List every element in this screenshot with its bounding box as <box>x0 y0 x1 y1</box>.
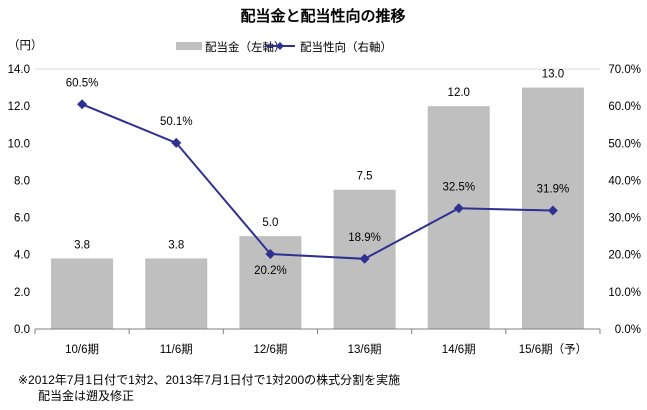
payout-ratio-line <box>81 103 553 260</box>
line-data-label: 32.5% <box>442 181 475 193</box>
chart-title: 配当金と配当性向の推移 <box>240 7 405 25</box>
footnote-1: ※2012年7月1日付で1対2、2013年7月1日付で1対200の株式分割を実施 <box>18 372 400 387</box>
line-data-label: 31.9% <box>537 184 570 196</box>
line-data-label: 18.9% <box>348 232 381 244</box>
x-tick-label: 10/6期 <box>65 343 99 356</box>
legend-line-marker <box>276 42 284 50</box>
x-tick-label: 15/6期（予） <box>519 343 587 356</box>
legend-bar-swatch <box>176 42 202 50</box>
right-tick-label: 10.0% <box>608 287 641 299</box>
left-tick-label: 10.0 <box>8 138 30 150</box>
x-tick-label: 14/6期 <box>442 343 476 356</box>
left-tick-label: 8.0 <box>14 175 30 187</box>
bar <box>51 258 114 329</box>
bar-data-label: 3.8 <box>168 239 184 251</box>
line-marker <box>77 99 88 110</box>
left-tick-label: 0.0 <box>14 324 30 336</box>
x-tick-label: 11/6期 <box>160 343 193 356</box>
legend-bar-label: 配当金（左軸） <box>205 40 286 54</box>
line-marker <box>547 205 558 216</box>
left-tick-label: 14.0 <box>8 64 30 76</box>
right-tick-label: 70.0% <box>608 64 641 76</box>
bar-data-label: 13.0 <box>542 69 564 81</box>
x-tick-label: 13/6期 <box>348 343 382 356</box>
legend: 配当金（左軸） 配当性向（右軸） <box>176 40 392 54</box>
left-tick-label: 4.0 <box>14 250 30 262</box>
legend-line-label: 配当性向（右軸） <box>300 40 392 54</box>
line-data-label: 50.1% <box>160 116 193 128</box>
right-tick-label: 60.0% <box>608 101 641 113</box>
bar-data-label: 3.8 <box>74 239 90 251</box>
left-tick-label: 2.0 <box>14 287 30 299</box>
left-tick-label: 6.0 <box>14 213 30 225</box>
left-tick-label: 12.0 <box>8 101 30 113</box>
x-tick-label: 12/6期 <box>253 343 287 356</box>
right-tick-label: 30.0% <box>608 213 641 225</box>
line-data-label: 60.5% <box>66 77 99 89</box>
footnote-2: 配当金は遡及修正 <box>38 388 134 403</box>
line-marker <box>265 248 276 259</box>
right-tick-label: 20.0% <box>608 250 641 262</box>
bar <box>145 258 208 329</box>
right-tick-label: 40.0% <box>608 175 641 187</box>
y-axis-unit-label: （円） <box>8 39 43 52</box>
right-tick-label: 50.0% <box>608 138 641 150</box>
bar <box>427 106 490 330</box>
bar-data-label: 7.5 <box>357 171 373 183</box>
line-marker <box>453 203 464 214</box>
line-marker <box>359 253 370 264</box>
bar-data-label: 5.0 <box>262 217 278 229</box>
line-data-label: 20.2% <box>254 265 287 277</box>
bar-data-label: 12.0 <box>448 87 470 99</box>
line-marker <box>171 137 182 148</box>
right-tick-label: 0.0% <box>615 324 641 336</box>
